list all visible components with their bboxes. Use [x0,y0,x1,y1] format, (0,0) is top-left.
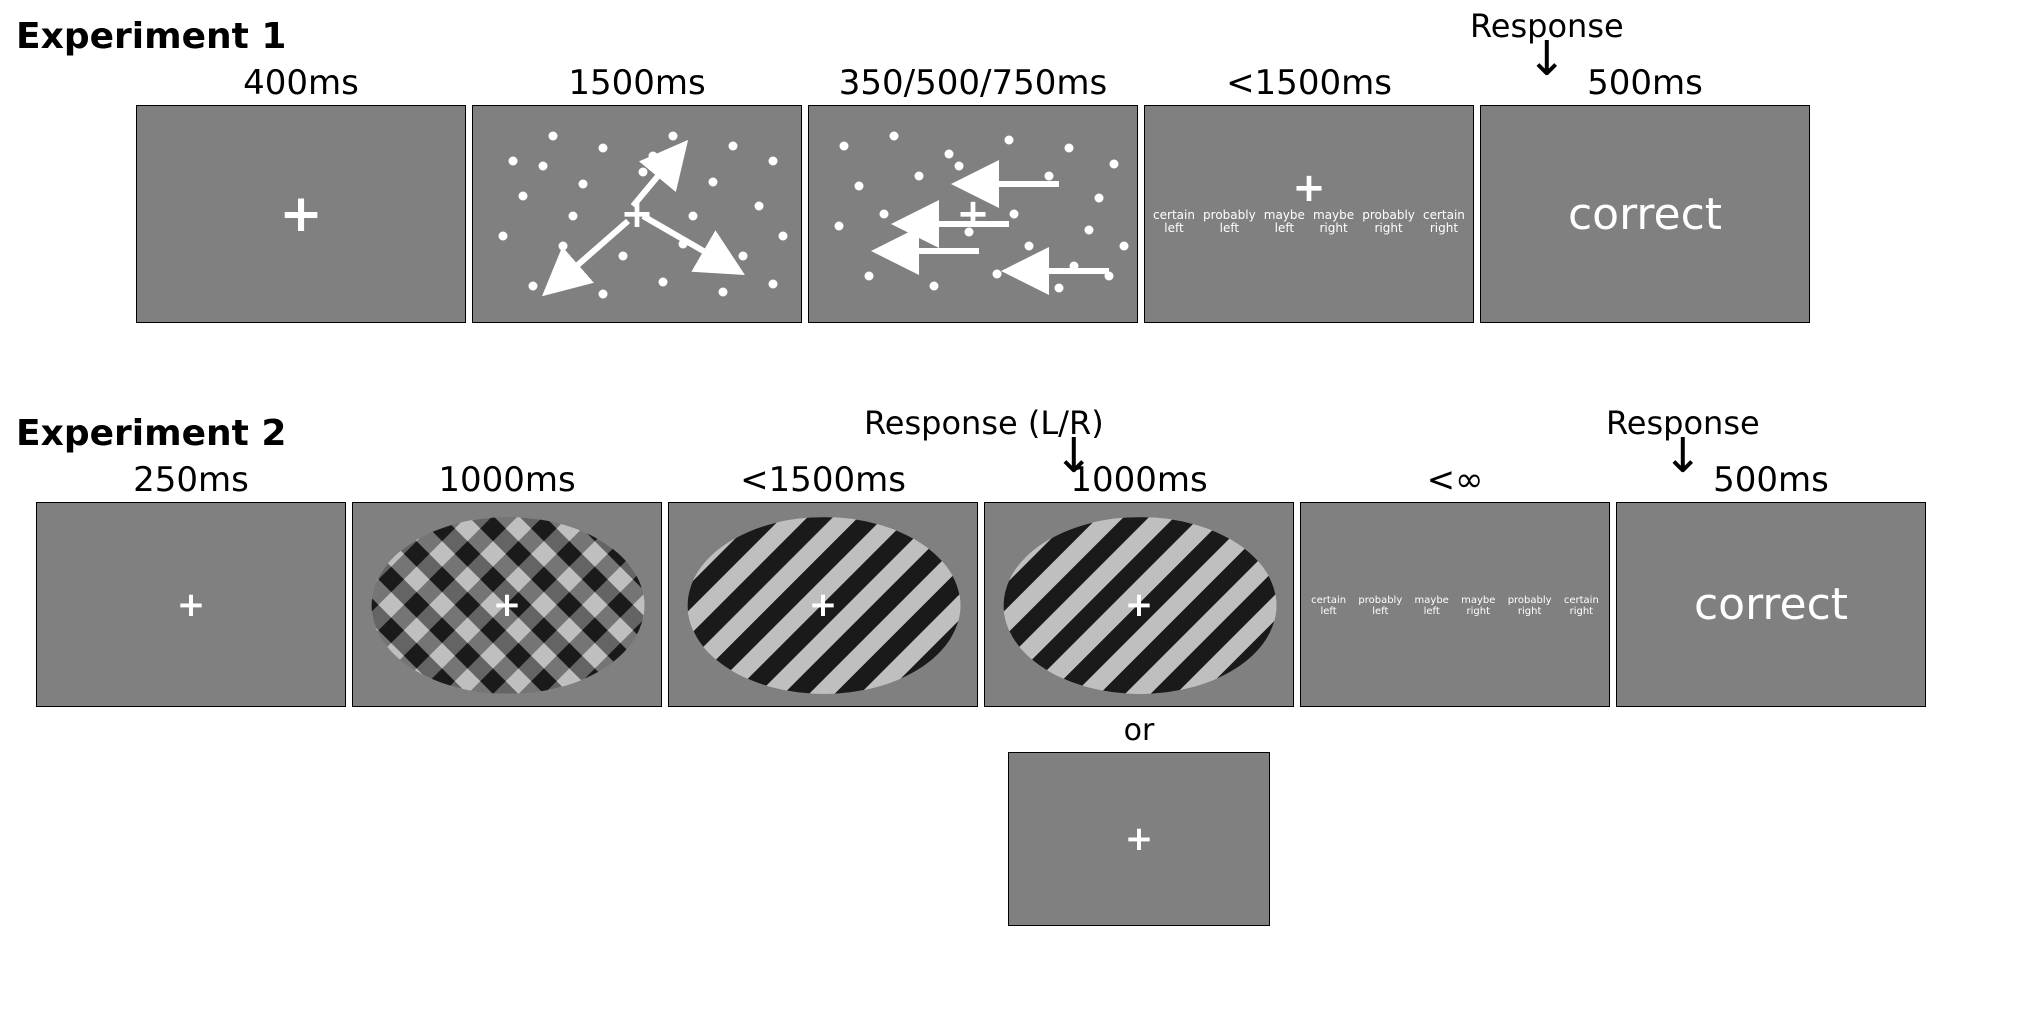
confidence-option: certainleft [1153,209,1195,235]
timing-label: <∞ [1427,458,1484,502]
experiment-2: Experiment 2 Response (L/R) ↓ Response ↓… [16,413,2019,926]
fixation-cross-icon: + [493,588,522,622]
exp1-response-annotation: Response ↓ [1470,7,1624,74]
stimulus-panel: certainleft probablyleft maybeleft mayberig… [1300,502,1610,707]
exp2-panel-grating-b: 1000ms + or + [984,458,1294,926]
stimulus-panel: + [352,502,662,707]
stimulus-panel: + [136,105,466,323]
timing-label: 250ms [133,458,249,502]
stimulus-panel: correct [1480,105,1810,323]
timing-label: 400ms [243,61,359,105]
exp2-panel-fixation: 250ms + [36,458,346,707]
exp1-panel-fixation: 400ms + [136,61,466,323]
confidence-option: maybeleft [1415,595,1449,617]
stimulus-panel-alt: + [1008,752,1270,926]
timing-label: 350/500/750ms [839,61,1107,105]
confidence-option: certainright [1564,595,1599,617]
down-arrow-icon: ↓ [1044,442,1104,471]
stimulus-panel: correct [1616,502,1926,707]
stimulus-panel: + [472,105,802,323]
fixation-cross-icon: + [809,588,838,622]
confidence-scale: certainleft probablyleft maybeleft mayberig… [1145,209,1473,235]
stimulus-panel: + [668,502,978,707]
confidence-option: maybeleft [1264,209,1305,235]
confidence-option: mayberight [1313,209,1354,235]
fixation-cross-icon: + [1292,168,1326,208]
exp2-panel-feedback: 500ms correct [1616,458,1926,707]
confidence-scale: certainleft probablyleft maybeleft mayberig… [1301,595,1609,617]
stimulus-panel: + certainleft probablyleft maybeleft mayber… [1144,105,1474,323]
timing-label: <1500ms [1226,61,1392,105]
confidence-option: probablyright [1508,595,1552,617]
confidence-option: probablyleft [1358,595,1402,617]
exp1-title: Experiment 1 [16,16,2019,57]
stimulus-panel: + [808,105,1138,323]
exp1-panel-coherent-dots: 350/500/750ms + [808,61,1138,323]
exp2-panel-confidence: <∞ certainleft probablyleft maybeleft maybe… [1300,458,1610,707]
fixation-cross-icon: + [279,188,323,240]
timing-label: 1000ms [438,458,575,502]
or-label: or [1124,713,1155,748]
stimulus-panel: + [36,502,346,707]
exp1-panel-feedback: 500ms correct [1480,61,1810,323]
feedback-text: correct [1694,579,1848,630]
exp2-response2-annotation: Response ↓ [1606,404,1760,471]
stimulus-panel: + [984,502,1294,707]
fixation-cross-icon: + [177,588,206,622]
down-arrow-icon: ↓ [1606,442,1760,471]
confidence-option: probablyright [1362,209,1415,235]
fixation-cross-icon: + [1125,588,1154,622]
experiment-1: Experiment 1 Response ↓ 400ms + 1500ms +… [16,16,2019,323]
fixation-cross-icon: + [956,194,990,234]
down-arrow-icon: ↓ [1470,45,1624,74]
exp1-panel-random-dots: 1500ms + [472,61,802,323]
exp2-panel-grating-a: <1500ms + [668,458,978,707]
confidence-option: mayberight [1461,595,1495,617]
exp2-panel-plaid: 1000ms + [352,458,662,707]
fixation-cross-icon: + [1125,822,1154,856]
confidence-option: probablyleft [1203,209,1256,235]
timing-label: 1500ms [568,61,705,105]
exp1-panel-confidence: <1500ms + certainleft probablyleft maybele… [1144,61,1474,323]
confidence-option: certainright [1423,209,1465,235]
fixation-cross-icon: + [620,194,654,234]
exp2-response1-annotation: Response (L/R) ↓ [864,404,1104,471]
feedback-text: correct [1568,189,1722,240]
confidence-option: certainleft [1311,595,1346,617]
